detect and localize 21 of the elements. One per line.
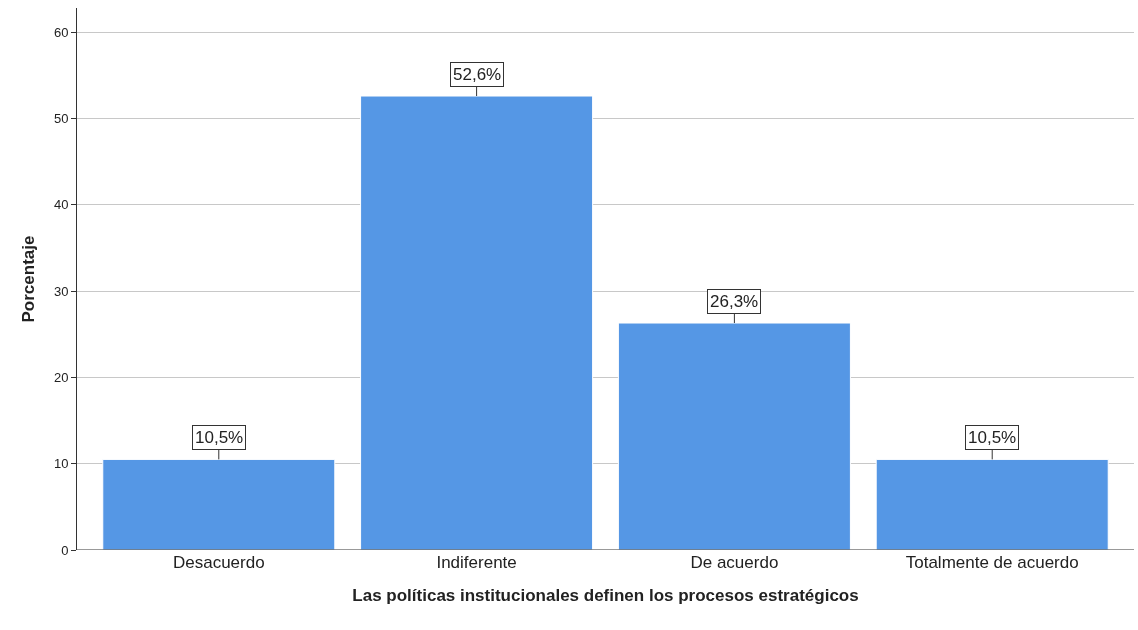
bar (875, 458, 1109, 550)
y-axis-title: Porcentaje (19, 235, 39, 323)
x-tick-label: Desacuerdo (172, 553, 265, 572)
bar (360, 95, 594, 550)
data-label: 52,6% (453, 65, 502, 84)
y-tick-label: 0 (61, 542, 69, 558)
bar (617, 322, 851, 550)
data-label: 10,5% (195, 428, 244, 447)
y-tick-label: 40 (53, 197, 69, 213)
y-tick-label: 10 (53, 456, 69, 472)
y-tick-label: 60 (53, 24, 69, 40)
bar (102, 458, 336, 550)
x-tick-label: De acuerdo (690, 553, 779, 572)
y-tick-label: 20 (53, 369, 69, 385)
data-label: 26,3% (710, 292, 759, 311)
data-label: 10,5% (968, 428, 1017, 447)
y-tick-label: 30 (53, 283, 69, 299)
y-tick-label: 50 (53, 111, 69, 127)
x-tick-label: Totalmente de acuerdo (905, 553, 1079, 572)
x-tick-label: Indiferente (436, 553, 517, 572)
x-axis-title: Las políticas institucionales definen los procesos estratégicos (352, 586, 859, 606)
